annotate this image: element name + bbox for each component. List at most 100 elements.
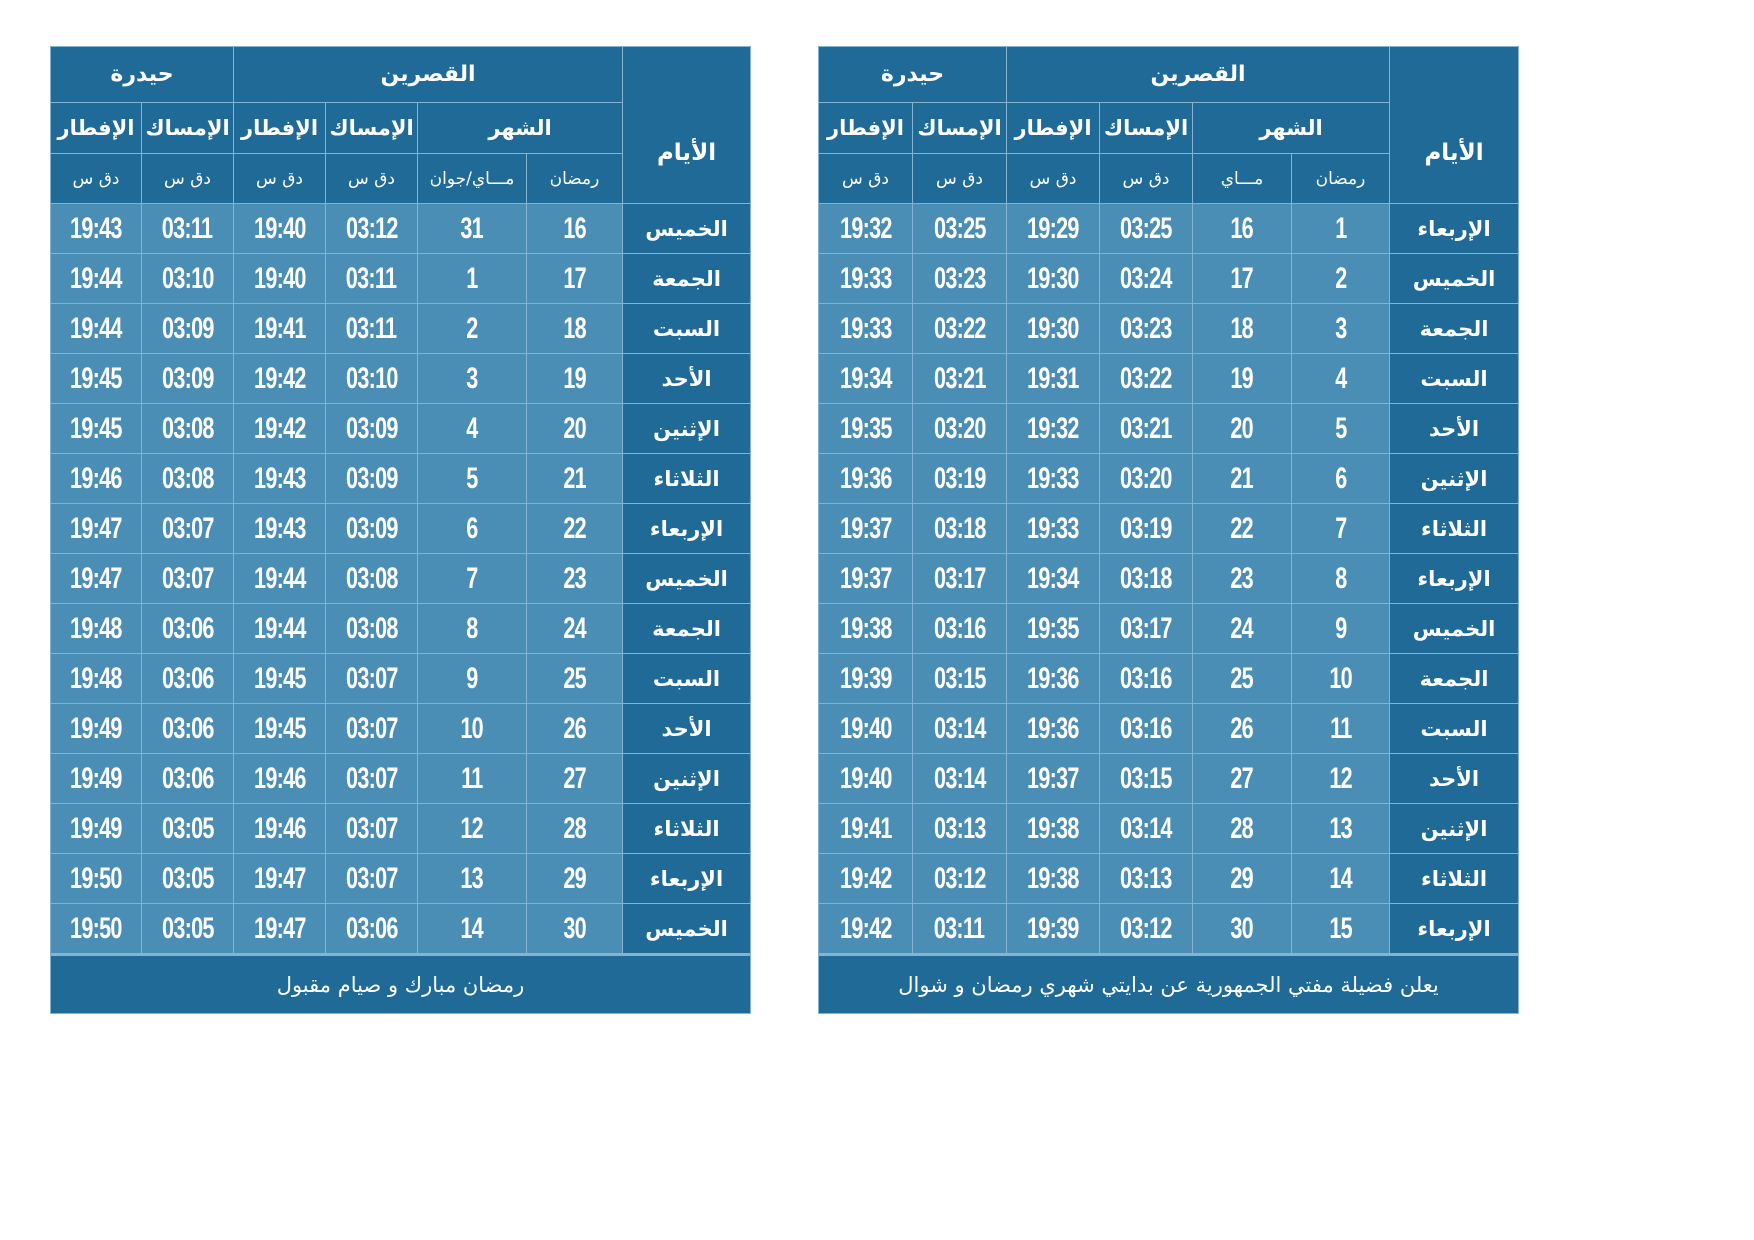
time-unit-subheader: دق س (233, 153, 327, 204)
imsak-time-kasserine: 03:12 (1099, 903, 1194, 955)
day-name: الخميس (622, 203, 752, 254)
iftar-time-kasserine-text: 19:39 (1027, 911, 1079, 945)
day-name: الخميس (622, 553, 752, 604)
iftar-time-kasserine: 19:46 (233, 753, 327, 804)
day-name: الثلاثاء (622, 803, 752, 854)
ramadan-day: 20 (526, 403, 624, 454)
imsak-time-haidra: 03:07 (141, 553, 235, 604)
table-row: الإربعاء 8 23 03:18 19:34 03:17 19:37 (817, 553, 1520, 604)
day-name: الإثنين (622, 403, 752, 454)
gregorian-day: 5 (417, 453, 528, 504)
ramadan-day: 10 (1291, 653, 1391, 704)
iftar-time-kasserine-text: 19:45 (253, 661, 306, 695)
table-row: الثلاثاء 28 12 03:07 19:46 03:05 19:49 (49, 803, 752, 854)
iftar-time-haidra-text: 19:49 (70, 761, 122, 795)
day-name: الإربعاء (1389, 203, 1520, 254)
table-row: الجمعة 10 25 03:16 19:36 03:15 19:39 (817, 653, 1520, 704)
imsak-time-haidra: 03:06 (141, 703, 235, 754)
imsak-time-haidra-text: 03:14 (933, 761, 986, 795)
imsak-time-kasserine-text: 03:11 (346, 311, 397, 345)
imsak-time-kasserine: 03:24 (1099, 253, 1194, 304)
gregorian-day-text: 14 (460, 911, 484, 945)
imsak-time-kasserine-text: 03:08 (345, 611, 398, 645)
iftar-time-haidra: 19:40 (817, 753, 914, 804)
imsak-time-haidra: 03:10 (141, 253, 235, 304)
ramadan-day: 27 (526, 753, 624, 804)
imsak-time-haidra-text: 03:22 (933, 311, 986, 345)
imsak-time-haidra-text: 03:23 (933, 261, 986, 295)
imsak-time-haidra-text: 03:12 (933, 861, 986, 895)
imsak-time-kasserine: 03:14 (1099, 803, 1194, 854)
imsak-time-kasserine-text: 03:19 (1120, 511, 1172, 545)
table-row: السبت 4 19 03:22 19:31 03:21 19:34 (817, 353, 1520, 404)
ramadan-day-text: 30 (563, 911, 586, 945)
city-header-kasserine: القصرين (1006, 46, 1391, 103)
table-row: الجمعة 24 8 03:08 19:44 03:06 19:48 (49, 603, 752, 654)
iftar-time-kasserine: 19:41 (233, 303, 327, 354)
imsak-time-kasserine-text: 03:07 (345, 811, 398, 845)
ramadan-day-text: 8 (1334, 561, 1347, 595)
imsak-time-kasserine-text: 03:21 (1120, 411, 1172, 445)
ramadan-day: 1 (1291, 203, 1391, 254)
iftar-time-haidra-text: 19:46 (70, 461, 122, 495)
table-row: الخميس 16 31 03:12 19:40 03:11 19:43 (49, 203, 752, 254)
iftar-time-haidra: 19:48 (49, 603, 143, 654)
table-row: الإربعاء 29 13 03:07 19:47 03:05 19:50 (49, 853, 752, 904)
imsak-time-haidra: 03:18 (912, 503, 1008, 554)
iftar-time-haidra: 19:48 (49, 653, 143, 704)
iftar-time-haidra: 19:39 (817, 653, 914, 704)
ramadan-day: 21 (526, 453, 624, 504)
imsak-time-kasserine-text: 03:13 (1120, 861, 1172, 895)
gregorian-day-text: 7 (466, 561, 478, 595)
ramadan-day-text: 28 (563, 811, 586, 845)
ramadan-day: 9 (1291, 603, 1391, 654)
iftar-time-kasserine-text: 19:32 (1027, 411, 1079, 445)
imsak-time-kasserine: 03:11 (325, 253, 419, 304)
imsak-time-haidra: 03:05 (141, 803, 235, 854)
imsak-time-kasserine: 03:10 (325, 353, 419, 404)
ramadan-day: 28 (526, 803, 624, 854)
imsak-time-kasserine: 03:07 (325, 703, 419, 754)
imsak-time-kasserine-text: 03:07 (345, 711, 398, 745)
ramadan-day: 11 (1291, 703, 1391, 754)
imsak-time-kasserine-text: 03:11 (346, 261, 397, 295)
iftar-time-haidra-text: 19:45 (70, 411, 122, 445)
ramadan-day-text: 1 (1334, 211, 1347, 245)
imsak-time-haidra: 03:23 (912, 253, 1008, 304)
iftar-time-haidra: 19:49 (49, 753, 143, 804)
imsak-time-kasserine: 03:13 (1099, 853, 1194, 904)
imsak-time-haidra: 03:20 (912, 403, 1008, 454)
iftar-time-haidra: 19:40 (817, 703, 914, 754)
gregorian-day: 27 (1192, 753, 1293, 804)
table-row: الإثنين 20 4 03:09 19:42 03:08 19:45 (49, 403, 752, 454)
iftar-time-kasserine-text: 19:34 (1027, 561, 1079, 595)
ramadan-day-text: 18 (563, 311, 586, 345)
iftar-time-haidra-text: 19:43 (70, 211, 122, 245)
imsak-time-haidra: 03:06 (141, 653, 235, 704)
iftar-time-haidra-text: 19:37 (839, 511, 892, 545)
iftar-time-haidra: 19:36 (817, 453, 914, 504)
iftar-time-kasserine-text: 19:45 (253, 711, 306, 745)
iftar-time-haidra: 19:45 (49, 353, 143, 404)
iftar-time-kasserine-text: 19:36 (1027, 661, 1079, 695)
gregorian-day-text: 20 (1230, 411, 1254, 445)
ramadan-day-text: 14 (1329, 861, 1352, 895)
imsak-time-haidra-text: 03:10 (161, 261, 214, 295)
gregorian-day-text: 9 (466, 661, 478, 695)
ramadan-day-text: 24 (563, 611, 586, 645)
day-name: السبت (622, 653, 752, 704)
iftar-time-kasserine-text: 19:36 (1027, 711, 1079, 745)
ramadan-day: 25 (526, 653, 624, 704)
gregorian-day: 30 (1192, 903, 1293, 955)
month-header: الشهر (417, 102, 624, 154)
gregorian-day: 6 (417, 503, 528, 554)
city-header-kasserine: القصرين (233, 46, 624, 103)
iftar-time-kasserine: 19:35 (1006, 603, 1101, 654)
iftar-time-kasserine: 19:47 (233, 903, 327, 955)
ramadan-day: 13 (1291, 803, 1391, 854)
iftar-time-kasserine: 19:40 (233, 203, 327, 254)
imsak-time-kasserine-text: 03:24 (1120, 261, 1172, 295)
iftar-time-kasserine: 19:33 (1006, 453, 1101, 504)
imsak-time-kasserine-text: 03:07 (345, 661, 398, 695)
iftar-time-kasserine-text: 19:47 (253, 861, 306, 895)
